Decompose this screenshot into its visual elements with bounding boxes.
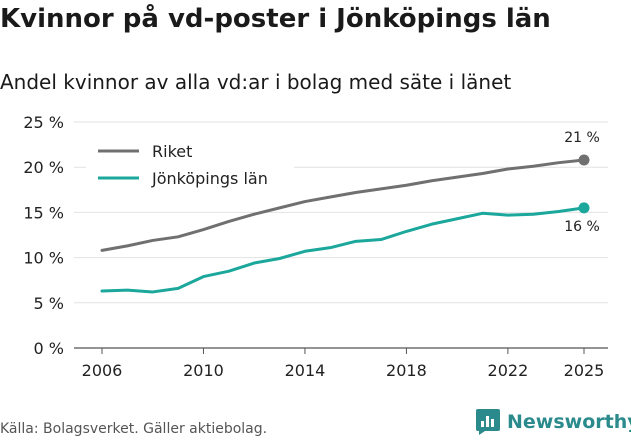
y-tick-label: 5 % xyxy=(34,294,64,313)
legend-background xyxy=(86,134,294,190)
x-tick-label: 2018 xyxy=(386,361,427,380)
legend-label: Riket xyxy=(152,142,192,161)
series-line-riket xyxy=(100,158,586,252)
series-lines: 21 % 16 % xyxy=(100,130,600,294)
x-tick-label: 2022 xyxy=(488,361,529,380)
legend-label: Jönköpings län xyxy=(151,169,268,188)
end-value-label: 16 % xyxy=(564,219,600,235)
brand-name: Newsworthy xyxy=(507,411,631,433)
series-line-jonkoping xyxy=(100,206,586,294)
newsworthy-logo: Newsworthy xyxy=(475,408,631,436)
legend: Riket Jönköpings län xyxy=(86,134,294,190)
source-note: Källa: Bolagsverket. Gäller aktiebolag. xyxy=(0,421,268,437)
x-axis: 2006 2010 2014 2018 2022 2025 xyxy=(82,348,605,380)
bar-chart-icon xyxy=(476,409,500,435)
y-tick-label: 0 % xyxy=(34,339,64,358)
x-tick-label: 2014 xyxy=(285,361,326,380)
x-tick-label: 2006 xyxy=(82,361,123,380)
series-end-point xyxy=(578,154,590,166)
y-tick-label: 25 % xyxy=(23,113,64,132)
x-tick-label: 2025 xyxy=(564,361,605,380)
chart-subtitle: Andel kvinnor av alla vd:ar i bolag med … xyxy=(0,70,512,94)
y-tick-label: 15 % xyxy=(23,203,64,222)
y-axis-ticks: 0 % 5 % 10 % 15 % 20 % 25 % xyxy=(23,113,64,358)
y-tick-label: 10 % xyxy=(23,249,64,268)
y-tick-label: 20 % xyxy=(23,158,64,177)
chart-title: Kvinnor på vd-poster i Jönköpings län xyxy=(0,4,551,34)
end-value-label: 21 % xyxy=(564,130,600,146)
x-tick-label: 2010 xyxy=(183,361,224,380)
series-end-point xyxy=(578,202,590,214)
